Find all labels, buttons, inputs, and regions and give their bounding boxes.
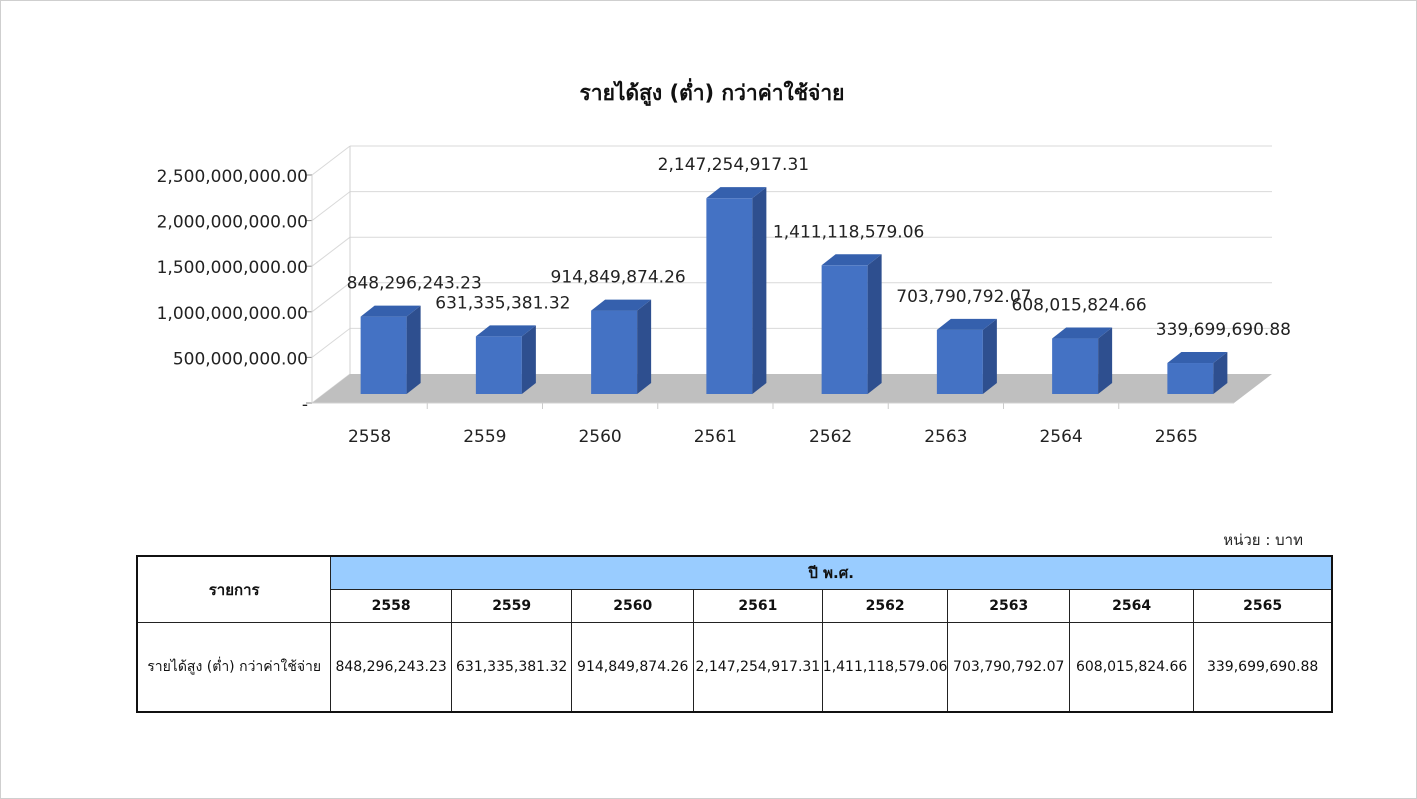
bar-top	[936, 318, 997, 330]
year-header: ปี พ.ศ.	[330, 555, 1333, 590]
x-tick-label: 2559	[463, 427, 506, 447]
year-cell: 2560	[571, 589, 694, 623]
bar-front	[706, 198, 753, 394]
bar-top	[360, 305, 421, 317]
bar-front	[1052, 338, 1099, 394]
data-label: 848,296,243.23	[347, 274, 482, 294]
value-cell: 339,699,690.88	[1193, 622, 1333, 713]
bar-side	[867, 254, 882, 394]
bar	[706, 187, 767, 394]
bar-front	[821, 265, 868, 394]
data-label: 631,335,381.32	[435, 293, 570, 313]
bar	[1167, 352, 1228, 394]
year-cell: 2564	[1068, 589, 1195, 623]
bar	[1052, 327, 1113, 394]
x-tick-label: 2562	[809, 427, 852, 447]
gridline-side	[311, 145, 351, 176]
y-tick-label: 2,000,000,000.00	[157, 213, 308, 233]
data-label: 914,849,874.26	[551, 268, 686, 288]
x-tick-label: 2565	[1155, 427, 1198, 447]
bar-top	[821, 254, 882, 266]
chart-title: รายได้สูง (ต่ำ) กว่าค่าใช้จ่าย	[580, 77, 845, 107]
x-tick-label: 2558	[348, 427, 391, 447]
data-label: 339,699,690.88	[1156, 320, 1291, 340]
value-cell: 608,015,824.66	[1068, 622, 1195, 713]
bar-side	[406, 305, 421, 394]
bar-top	[1167, 352, 1228, 364]
value-cell: 1,411,118,579.06	[821, 622, 949, 713]
bar-front	[591, 310, 638, 394]
value-cell: 848,296,243.23	[330, 622, 452, 713]
gridline-side	[311, 328, 351, 358]
bar-side	[982, 318, 997, 394]
year-cell: 2561	[692, 589, 823, 623]
bar-chart: รายได้สูง (ต่ำ) กว่าค่าใช้จ่าย - 500,000,…	[157, 77, 1291, 447]
value-cell: 2,147,254,917.31	[692, 622, 823, 713]
chart-floor	[312, 374, 1272, 403]
y-tick-label: -	[302, 395, 308, 415]
year-cell: 2559	[450, 589, 573, 623]
year-cell: 2563	[947, 589, 1070, 623]
value-cell: 703,790,792.07	[947, 622, 1070, 713]
x-tick-label: 2564	[1039, 427, 1082, 447]
data-label: 1,411,118,579.06	[773, 222, 924, 242]
bar-front	[1167, 363, 1214, 394]
value-cell: 914,849,874.26	[571, 622, 694, 713]
data-table: รายการ ปี พ.ศ. 2558 2559 2560 2561 2562 2563 2…	[136, 555, 1333, 713]
y-tick-label: 1,500,000,000.00	[157, 258, 308, 278]
bar	[821, 254, 882, 394]
bar-top	[1052, 327, 1113, 339]
item-header: รายการ	[136, 555, 332, 623]
year-cell: 2562	[821, 589, 949, 623]
y-tick-label: 1,000,000,000.00	[157, 304, 308, 324]
x-tick-label: 2561	[694, 427, 737, 447]
year-cell: 2565	[1193, 589, 1333, 623]
bar-side	[637, 299, 652, 394]
bar-side	[1213, 352, 1228, 394]
data-label: 2,147,254,917.31	[658, 155, 809, 175]
row-label: รายได้สูง (ต่ำ) กว่าค่าใช้จ่าย	[136, 622, 332, 713]
value-cell: 631,335,381.32	[450, 622, 573, 713]
y-tick-label: 500,000,000.00	[173, 349, 308, 369]
bar-front	[360, 316, 407, 394]
gridline-side	[311, 191, 351, 221]
bar-front	[936, 329, 983, 394]
data-label: 608,015,824.66	[1012, 296, 1147, 316]
gridline-side	[311, 282, 351, 313]
year-cell: 2558	[330, 589, 452, 623]
bar-side	[521, 325, 536, 394]
bar-top	[475, 325, 536, 337]
bar	[591, 299, 652, 394]
bar	[475, 325, 536, 394]
data-label: 703,790,792.07	[896, 287, 1031, 307]
bar-top	[591, 299, 652, 311]
unit-note: หน่วย : บาท	[1223, 531, 1303, 549]
bar-side	[1098, 327, 1113, 394]
gridline-side	[311, 236, 351, 267]
bar	[936, 318, 997, 394]
y-tick-label: 2,500,000,000.00	[157, 167, 308, 187]
bar-top	[706, 187, 767, 199]
bar-front	[475, 336, 522, 394]
x-tick-label: 2563	[924, 427, 967, 447]
x-tick-label: 2560	[578, 427, 621, 447]
bar-side	[752, 187, 767, 394]
bar	[360, 305, 421, 394]
